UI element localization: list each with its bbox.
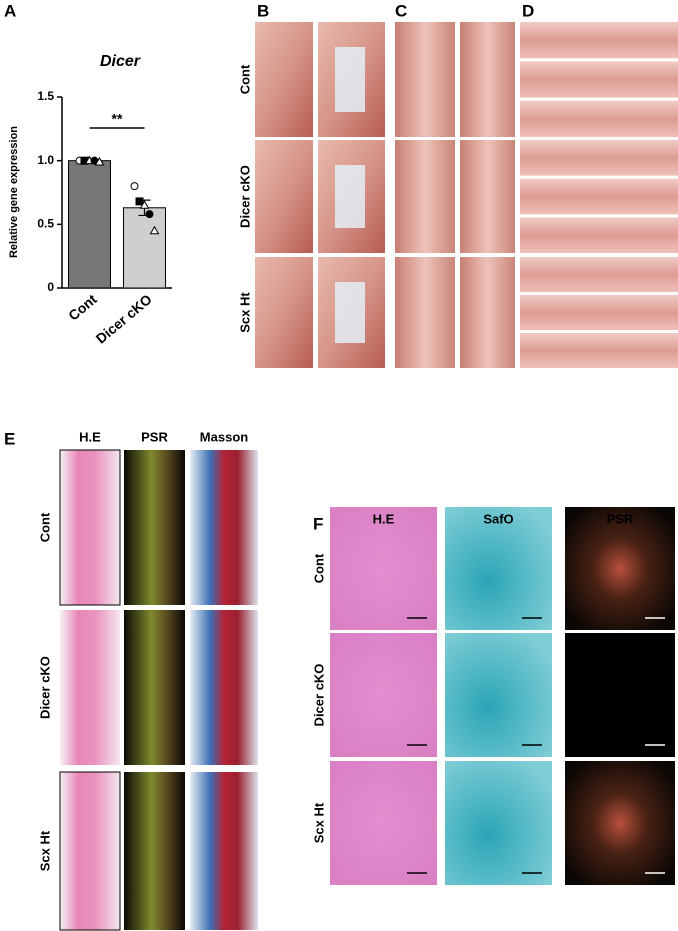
column-label: PSR <box>607 511 634 526</box>
image <box>59 449 121 606</box>
image <box>520 217 678 253</box>
panel-label: B <box>257 1 269 20</box>
column-label: H.E <box>373 511 395 526</box>
y-tick-label: 0.5 <box>37 217 54 231</box>
image <box>520 22 678 59</box>
panel-label: E <box>4 429 15 448</box>
column-label: Masson <box>200 429 248 444</box>
panel-label: F <box>313 514 323 533</box>
panel-label: D <box>522 1 534 20</box>
row-label: Dicer cKO <box>37 656 52 719</box>
image <box>460 257 515 368</box>
data-point <box>149 225 160 235</box>
image <box>565 761 675 885</box>
data-point <box>145 210 154 219</box>
tendon <box>335 282 365 343</box>
data-point <box>135 197 144 206</box>
row-label: Cont <box>311 553 326 583</box>
row-label: Scx Ht <box>37 830 52 871</box>
image <box>520 61 678 98</box>
image <box>520 100 678 137</box>
image <box>460 140 515 253</box>
image <box>124 610 185 765</box>
x-tick-label: Dicer cKO <box>93 291 155 347</box>
image <box>330 761 437 885</box>
image <box>520 295 678 330</box>
image <box>255 22 313 137</box>
image <box>190 450 258 605</box>
y-tick-label: 0 <box>47 280 54 294</box>
chart-title: Dicer <box>100 53 141 70</box>
image <box>190 610 258 765</box>
image <box>565 633 675 757</box>
column-label: PSR <box>141 429 168 444</box>
image <box>520 140 678 176</box>
row-label: Dicer cKO <box>237 165 252 228</box>
data-point <box>130 182 139 191</box>
image <box>565 507 675 630</box>
panel-label: C <box>395 1 407 20</box>
row-label: Cont <box>37 512 52 542</box>
row-label: Scx Ht <box>237 292 252 333</box>
image <box>124 450 185 605</box>
image <box>445 507 552 630</box>
row-label: Dicer cKO <box>311 664 326 727</box>
image <box>445 761 552 885</box>
image <box>445 633 552 757</box>
image-panels <box>59 22 678 931</box>
image <box>59 771 121 931</box>
row-label: Scx Ht <box>311 802 326 843</box>
bar <box>123 207 166 289</box>
image <box>255 140 313 253</box>
data-point <box>139 200 150 209</box>
y-axis-label: Relative gene expression <box>8 126 20 258</box>
y-tick-label: 1.0 <box>37 153 54 167</box>
row-label: Cont <box>237 64 252 94</box>
y-tick-label: 1.5 <box>37 89 54 103</box>
tendon <box>335 165 365 228</box>
significance-label: ** <box>112 111 123 127</box>
image <box>460 22 515 137</box>
image <box>395 257 455 368</box>
image <box>520 178 678 215</box>
tendon <box>335 47 365 112</box>
x-tick-label: Cont <box>65 291 100 324</box>
column-label: H.E <box>79 429 101 444</box>
image <box>190 772 258 930</box>
image <box>520 333 678 368</box>
image <box>330 507 437 630</box>
image <box>124 772 185 930</box>
image <box>520 257 678 292</box>
image <box>395 22 455 137</box>
image <box>255 257 313 368</box>
panel-label: A <box>4 1 16 20</box>
image <box>60 610 120 765</box>
bar <box>68 160 111 289</box>
column-label: SafO <box>483 511 513 526</box>
data-point <box>94 156 105 166</box>
image <box>395 140 455 253</box>
image <box>330 633 437 757</box>
